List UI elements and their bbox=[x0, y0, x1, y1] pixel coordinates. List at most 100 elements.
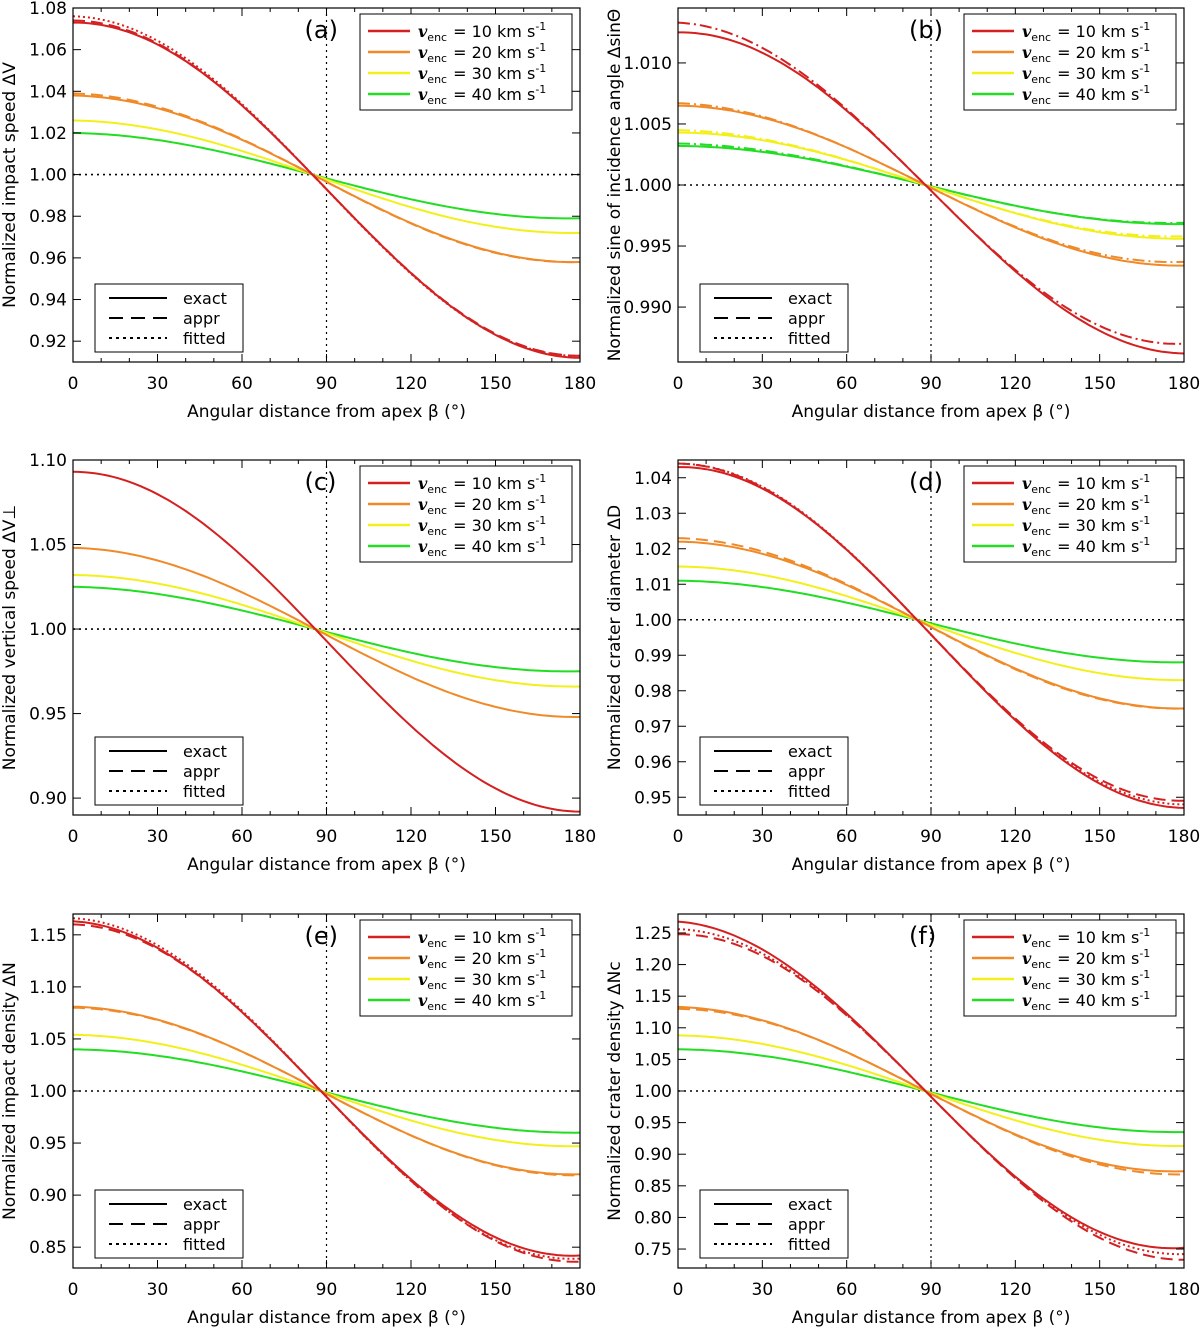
legend-exponent: -1 bbox=[1139, 947, 1150, 960]
legend-style-label-exact: exact bbox=[183, 742, 227, 761]
y-axis-label: Normalized crater diameter ΔD bbox=[605, 505, 625, 770]
legend-subscript: enc bbox=[427, 52, 447, 65]
y-tick-label: 0.98 bbox=[634, 682, 672, 702]
x-axis-label: Angular distance from apex β (°) bbox=[187, 855, 466, 875]
legend-subscript: enc bbox=[427, 546, 447, 559]
panel-c: 0 30 60 90 120 150 180 0.90 0.95 1.00 1.05 1.10 Angu… bbox=[0, 451, 596, 875]
x-tick-label: 0 bbox=[68, 827, 79, 847]
legend-symbol: v bbox=[418, 474, 428, 493]
y-tick-label: 0.90 bbox=[634, 1145, 672, 1165]
y-tick-label: 1.05 bbox=[634, 1050, 672, 1070]
legend-subscript: enc bbox=[1031, 483, 1051, 496]
series-exact-30kms bbox=[678, 565, 1184, 682]
legend-symbol: v bbox=[1022, 949, 1032, 968]
panel-f: 0 30 60 90 120 150 180 0.75 0.80 0.85 0.90 0.95 1.00… bbox=[605, 913, 1200, 1328]
legend-subscript: enc bbox=[427, 31, 447, 44]
x-tick-label: 180 bbox=[1168, 827, 1200, 847]
curves bbox=[73, 15, 580, 359]
y-tick-label: 1.20 bbox=[634, 956, 672, 976]
series-fitted-10kms bbox=[73, 917, 580, 1260]
legend-value: = 10 km s bbox=[453, 22, 535, 41]
legend-value: = 40 km s bbox=[453, 991, 535, 1010]
legend-subscript: enc bbox=[1031, 52, 1051, 65]
legend-exponent: -1 bbox=[535, 83, 546, 96]
y-tick-label: 1.06 bbox=[29, 41, 67, 61]
series-exact-10kms bbox=[73, 21, 580, 359]
legend-entry-10kms: venc = 10 km s-1 bbox=[418, 472, 546, 496]
x-tick-label: 30 bbox=[752, 374, 774, 394]
legend-symbol: v bbox=[1022, 991, 1032, 1010]
x-tick-label: 90 bbox=[920, 1280, 942, 1300]
series-exact-10kms bbox=[678, 31, 1184, 355]
x-axis-label: Angular distance from apex β (°) bbox=[792, 855, 1071, 875]
legend-subscript: enc bbox=[427, 979, 447, 992]
legend-symbol: v bbox=[418, 64, 428, 83]
series-appr-20kms bbox=[678, 1007, 1184, 1176]
y-tick-label: 0.995 bbox=[623, 237, 672, 257]
x-tick-label: 180 bbox=[1168, 374, 1200, 394]
legend-value: = 20 km s bbox=[453, 949, 535, 968]
legend-style-label-fitted: fitted bbox=[183, 329, 226, 348]
y-tick-label: 0.90 bbox=[29, 789, 67, 809]
legend-exponent: -1 bbox=[1139, 493, 1150, 506]
x-tick-label: 180 bbox=[1168, 1280, 1200, 1300]
y-tick-label: 0.99 bbox=[634, 646, 672, 666]
series-exact-40kms bbox=[678, 579, 1184, 664]
legend-subscript: enc bbox=[1031, 937, 1051, 950]
legend-subscript: enc bbox=[1031, 979, 1051, 992]
legend-value: = 20 km s bbox=[453, 43, 535, 62]
legend-value: = 30 km s bbox=[453, 970, 535, 989]
legend-entry-20kms: venc = 20 km s-1 bbox=[418, 947, 546, 971]
legend-symbol: v bbox=[1022, 516, 1032, 535]
x-tick-label: 120 bbox=[999, 1280, 1031, 1300]
legend-entry-10kms: venc = 10 km s-1 bbox=[1022, 926, 1150, 950]
series-exact-30kms bbox=[73, 119, 580, 234]
x-tick-label: 30 bbox=[752, 1280, 774, 1300]
legend-style-label-appr: appr bbox=[183, 1215, 220, 1234]
legend-symbol: v bbox=[1022, 928, 1032, 947]
legend-symbol: v bbox=[418, 928, 428, 947]
legend-entry-30kms: venc = 30 km s-1 bbox=[1022, 968, 1150, 992]
legend-value: = 40 km s bbox=[1057, 85, 1139, 104]
legend-entry-30kms: venc = 30 km s-1 bbox=[1022, 62, 1150, 86]
y-axis-label: Normalized sine of incidence angle ΔsinΘ bbox=[605, 9, 625, 362]
y-tick-label: 1.05 bbox=[29, 1030, 67, 1050]
y-tick-label: 1.15 bbox=[634, 987, 672, 1007]
legend-style-label-appr: appr bbox=[788, 762, 825, 781]
legend-value: = 40 km s bbox=[1057, 991, 1139, 1010]
legend-style-label-fitted: fitted bbox=[788, 329, 831, 348]
legend-style-label-appr: appr bbox=[788, 1215, 825, 1234]
x-tick-label: 60 bbox=[836, 1280, 858, 1300]
legend-subscript: enc bbox=[427, 73, 447, 86]
y-tick-label: 1.04 bbox=[29, 82, 67, 102]
x-tick-label: 0 bbox=[673, 374, 684, 394]
y-tick-label: 1.005 bbox=[623, 115, 672, 135]
legend-style-label-appr: appr bbox=[183, 309, 220, 328]
legend-symbol: v bbox=[418, 495, 428, 514]
x-tick-label: 150 bbox=[1083, 374, 1115, 394]
y-tick-label: 0.95 bbox=[29, 705, 67, 725]
legend-value: = 30 km s bbox=[1057, 64, 1139, 83]
legend-value: = 20 km s bbox=[1057, 43, 1139, 62]
legend-entry-30kms: venc = 30 km s-1 bbox=[418, 62, 546, 86]
x-tick-label: 150 bbox=[1083, 827, 1115, 847]
legend-exponent: -1 bbox=[535, 926, 546, 939]
legend-style-label-appr: appr bbox=[788, 309, 825, 328]
legend-subscript: enc bbox=[1031, 94, 1051, 107]
x-tick-label: 90 bbox=[920, 827, 942, 847]
x-tick-label: 60 bbox=[231, 827, 253, 847]
curves bbox=[73, 917, 580, 1263]
legend-subscript: enc bbox=[1031, 525, 1051, 538]
series-exact-40kms bbox=[73, 131, 580, 220]
y-tick-label: 1.10 bbox=[29, 978, 67, 998]
legend-value: = 40 km s bbox=[1057, 537, 1139, 556]
legend-entry-20kms: venc = 20 km s-1 bbox=[1022, 493, 1150, 517]
y-tick-label: 1.00 bbox=[29, 1082, 67, 1102]
